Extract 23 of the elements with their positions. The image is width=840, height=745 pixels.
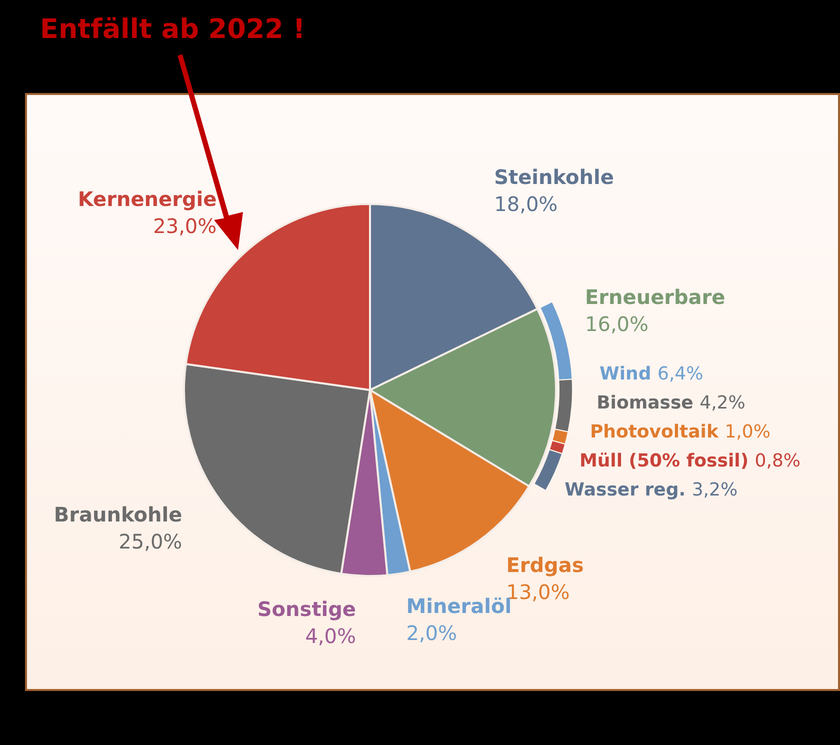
data-label: 23,0% [153, 214, 217, 238]
slice-label: Sonstige [257, 596, 356, 621]
slice-label: Wasser reg. [564, 480, 692, 501]
slice-label: Kernenergie [78, 186, 217, 211]
data-label: 0,8% [754, 450, 801, 472]
slice-label: Erdgas [506, 553, 584, 578]
data-label: 4,2% [700, 392, 746, 414]
data-label: 3,2% [692, 480, 738, 501]
slice-label: Erneuerbare [585, 285, 726, 310]
slice-label: Biomasse [596, 392, 700, 414]
data-label: 16,0% [585, 312, 649, 336]
slice-label: Müll (50% fossil) [579, 450, 755, 472]
text: Entfällt ab 2022 ! [40, 14, 306, 45]
data-label: 2,0% [406, 621, 458, 646]
data-label: 18,0% [494, 192, 558, 216]
slice-label: Wind [600, 364, 658, 385]
slice-label: Photovoltaik [590, 422, 725, 443]
data-label: 4,0% [305, 624, 356, 648]
data-label: 6,4% [658, 364, 704, 385]
data-label: 25,0% [118, 529, 182, 554]
data-label: 1,0% [724, 422, 770, 443]
slice-label: Braunkohle [54, 502, 182, 526]
slice-label: Steinkohle [494, 165, 614, 190]
